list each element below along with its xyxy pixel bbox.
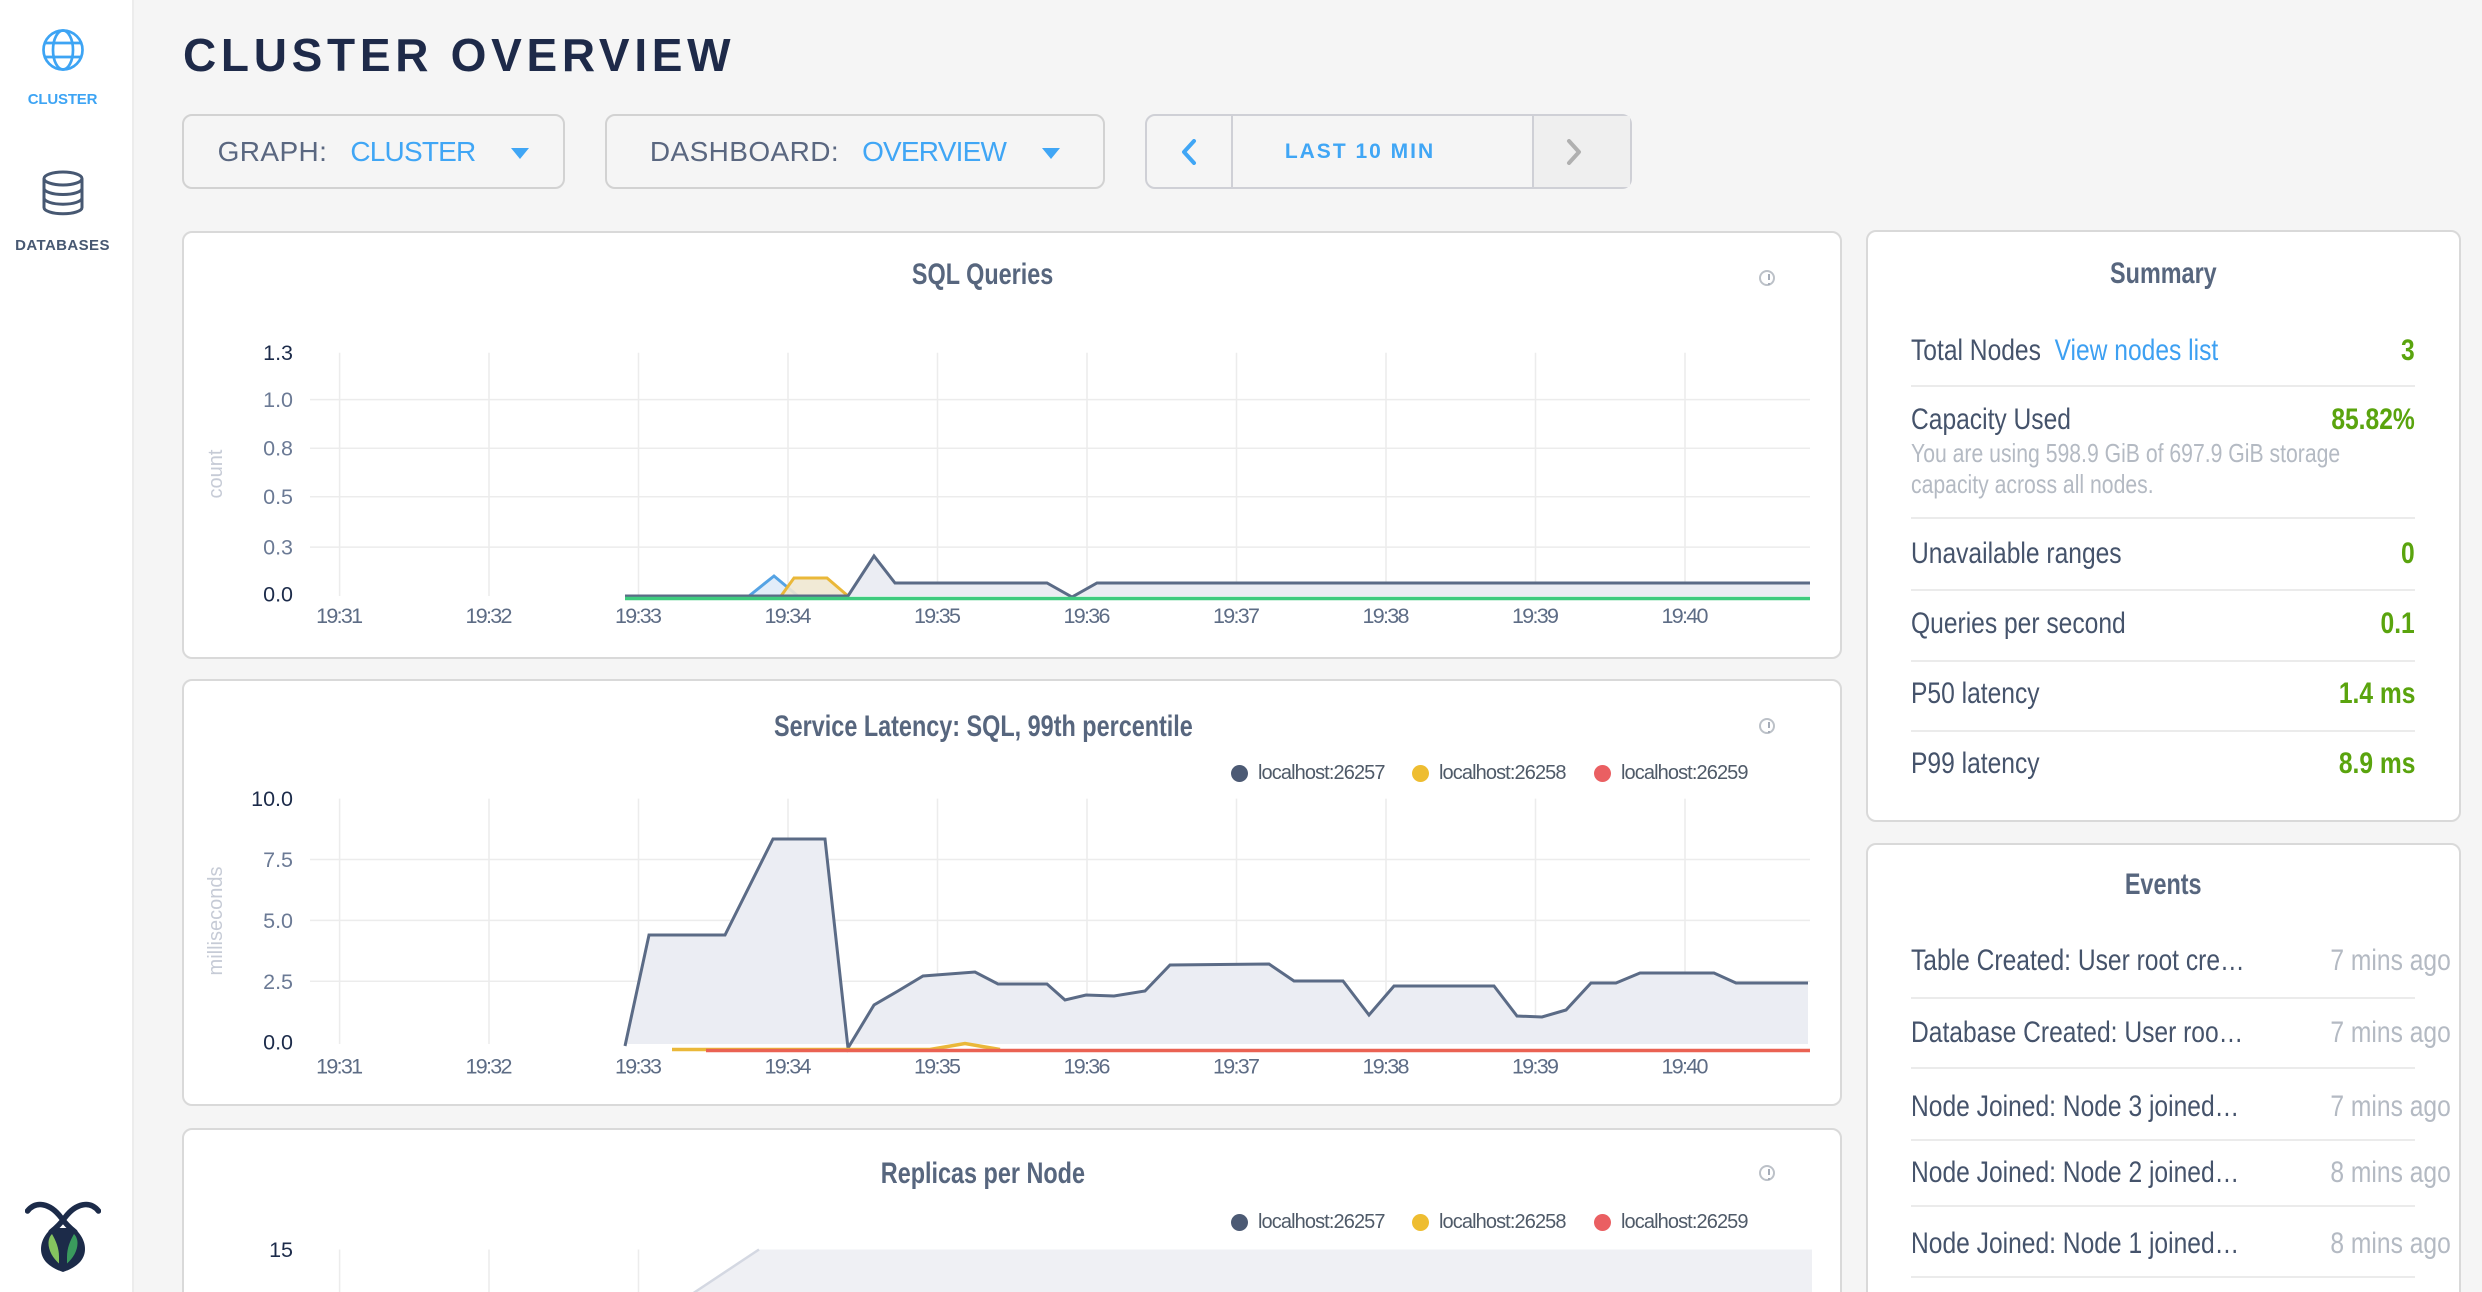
svg-text:10: 10 bbox=[269, 1288, 293, 1292]
svg-text:19:31: 19:31 bbox=[316, 1055, 363, 1079]
svg-text:19:34: 19:34 bbox=[765, 604, 812, 628]
svg-text:0.0: 0.0 bbox=[263, 583, 293, 607]
svg-text:1.0: 1.0 bbox=[263, 388, 293, 412]
svg-text:19:38: 19:38 bbox=[1363, 1055, 1410, 1079]
svg-text:19:39: 19:39 bbox=[1512, 1055, 1559, 1079]
svg-text:10.0: 10.0 bbox=[251, 787, 293, 811]
svg-text:milliseconds: milliseconds bbox=[205, 867, 227, 976]
svg-text:19:40: 19:40 bbox=[1662, 1055, 1709, 1079]
svg-text:19:32: 19:32 bbox=[466, 604, 513, 628]
svg-text:0.3: 0.3 bbox=[263, 536, 293, 560]
svg-text:7.5: 7.5 bbox=[263, 848, 293, 872]
svg-text:19:37: 19:37 bbox=[1213, 604, 1260, 628]
svg-text:19:32: 19:32 bbox=[466, 1055, 513, 1079]
svg-text:0.8: 0.8 bbox=[263, 437, 293, 461]
svg-text:19:33: 19:33 bbox=[615, 604, 662, 628]
svg-text:0.5: 0.5 bbox=[263, 485, 293, 509]
svg-text:2.5: 2.5 bbox=[263, 970, 293, 994]
svg-text:0.0: 0.0 bbox=[263, 1031, 293, 1055]
svg-text:count: count bbox=[205, 449, 227, 498]
svg-text:19:40: 19:40 bbox=[1662, 604, 1709, 628]
svg-text:19:34: 19:34 bbox=[765, 1055, 812, 1079]
svg-text:19:39: 19:39 bbox=[1512, 604, 1559, 628]
svg-text:19:31: 19:31 bbox=[316, 604, 363, 628]
svg-text:5.0: 5.0 bbox=[263, 909, 293, 933]
svg-text:15: 15 bbox=[269, 1238, 293, 1262]
svg-text:19:36: 19:36 bbox=[1064, 1055, 1111, 1079]
svg-text:19:35: 19:35 bbox=[914, 604, 961, 628]
svg-text:19:36: 19:36 bbox=[1064, 604, 1111, 628]
svg-text:19:35: 19:35 bbox=[914, 1055, 961, 1079]
svg-text:19:38: 19:38 bbox=[1363, 604, 1410, 628]
svg-text:19:33: 19:33 bbox=[615, 1055, 662, 1079]
svg-text:1.3: 1.3 bbox=[263, 341, 293, 365]
svg-text:19:37: 19:37 bbox=[1213, 1055, 1260, 1079]
